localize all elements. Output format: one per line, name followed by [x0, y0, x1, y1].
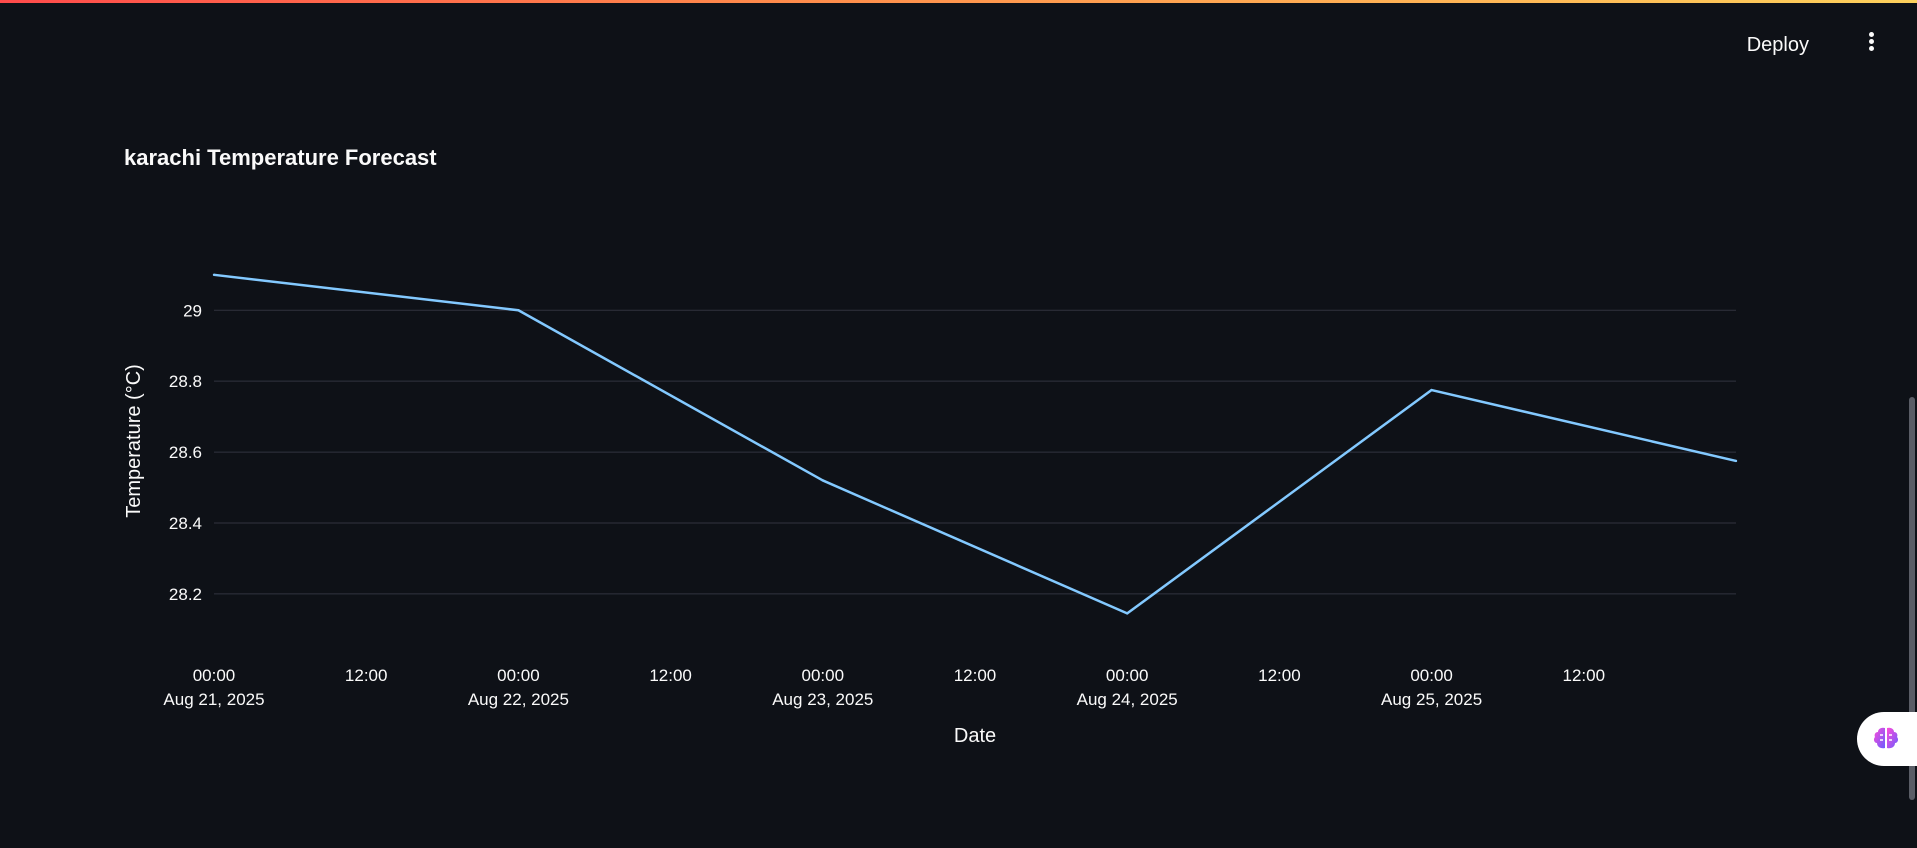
scrollbar-thumb[interactable]	[1909, 397, 1915, 800]
assistant-button[interactable]	[1857, 712, 1917, 766]
scrollbar[interactable]	[1907, 0, 1917, 848]
x-tick-time-label: 00:00	[1410, 666, 1453, 685]
x-tick-time-label: 00:00	[497, 666, 540, 685]
y-axis-title: Temperature (°C)	[123, 364, 145, 518]
brain-icon	[1873, 727, 1899, 749]
x-axis-title: Date	[954, 725, 996, 747]
x-tick-time-label: 12:00	[1258, 666, 1301, 685]
data-point	[821, 479, 824, 482]
data-point	[1734, 459, 1738, 463]
page-title: karachi Temperature Forecast	[124, 145, 437, 170]
x-tick-time-label: 12:00	[345, 666, 388, 685]
series-line	[213, 273, 1737, 615]
x-tick-date-label: Aug 21, 2025	[163, 690, 264, 709]
top-decoration-bar	[0, 0, 1917, 3]
app-header: Deploy	[1617, 0, 1917, 90]
data-point	[1430, 388, 1433, 392]
x-tick-time-label: 00:00	[193, 666, 236, 685]
x-tick-time-label: 00:00	[1106, 666, 1149, 685]
x-tick-date-label: Aug 24, 2025	[1077, 690, 1178, 709]
y-tick-label: 28.2	[169, 585, 202, 604]
x-tick-time-label: 12:00	[649, 666, 692, 685]
x-tick-date-label: Aug 23, 2025	[772, 690, 873, 709]
y-tick-label: 28.8	[169, 372, 202, 391]
data-point	[517, 309, 520, 312]
x-tick-date-label: Aug 25, 2025	[1381, 690, 1482, 709]
x-tick-time-label: 00:00	[802, 666, 845, 685]
vertical-ellipsis-icon[interactable]	[1861, 30, 1881, 60]
data-point	[1126, 612, 1129, 615]
x-tick-date-label: Aug 22, 2025	[468, 690, 569, 709]
deploy-button[interactable]: Deploy	[1739, 28, 1817, 63]
x-tick-time-label: 12:00	[954, 666, 997, 685]
y-tick-label: 28.4	[169, 514, 202, 533]
data-point	[212, 273, 216, 277]
x-tick-time-label: 12:00	[1563, 666, 1606, 685]
y-tick-label: 28.6	[169, 443, 202, 462]
y-tick-label: 29	[183, 301, 202, 320]
